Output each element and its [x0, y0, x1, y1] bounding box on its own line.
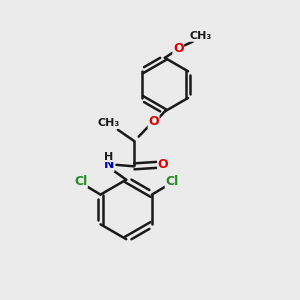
Text: O: O: [158, 158, 168, 171]
Text: CH₃: CH₃: [97, 118, 119, 128]
Text: O: O: [148, 115, 159, 128]
Text: Cl: Cl: [74, 175, 87, 188]
Text: N: N: [103, 158, 114, 171]
Text: Cl: Cl: [165, 175, 178, 188]
Text: H: H: [104, 152, 113, 161]
Text: CH₃: CH₃: [189, 31, 212, 41]
Text: O: O: [173, 42, 184, 56]
